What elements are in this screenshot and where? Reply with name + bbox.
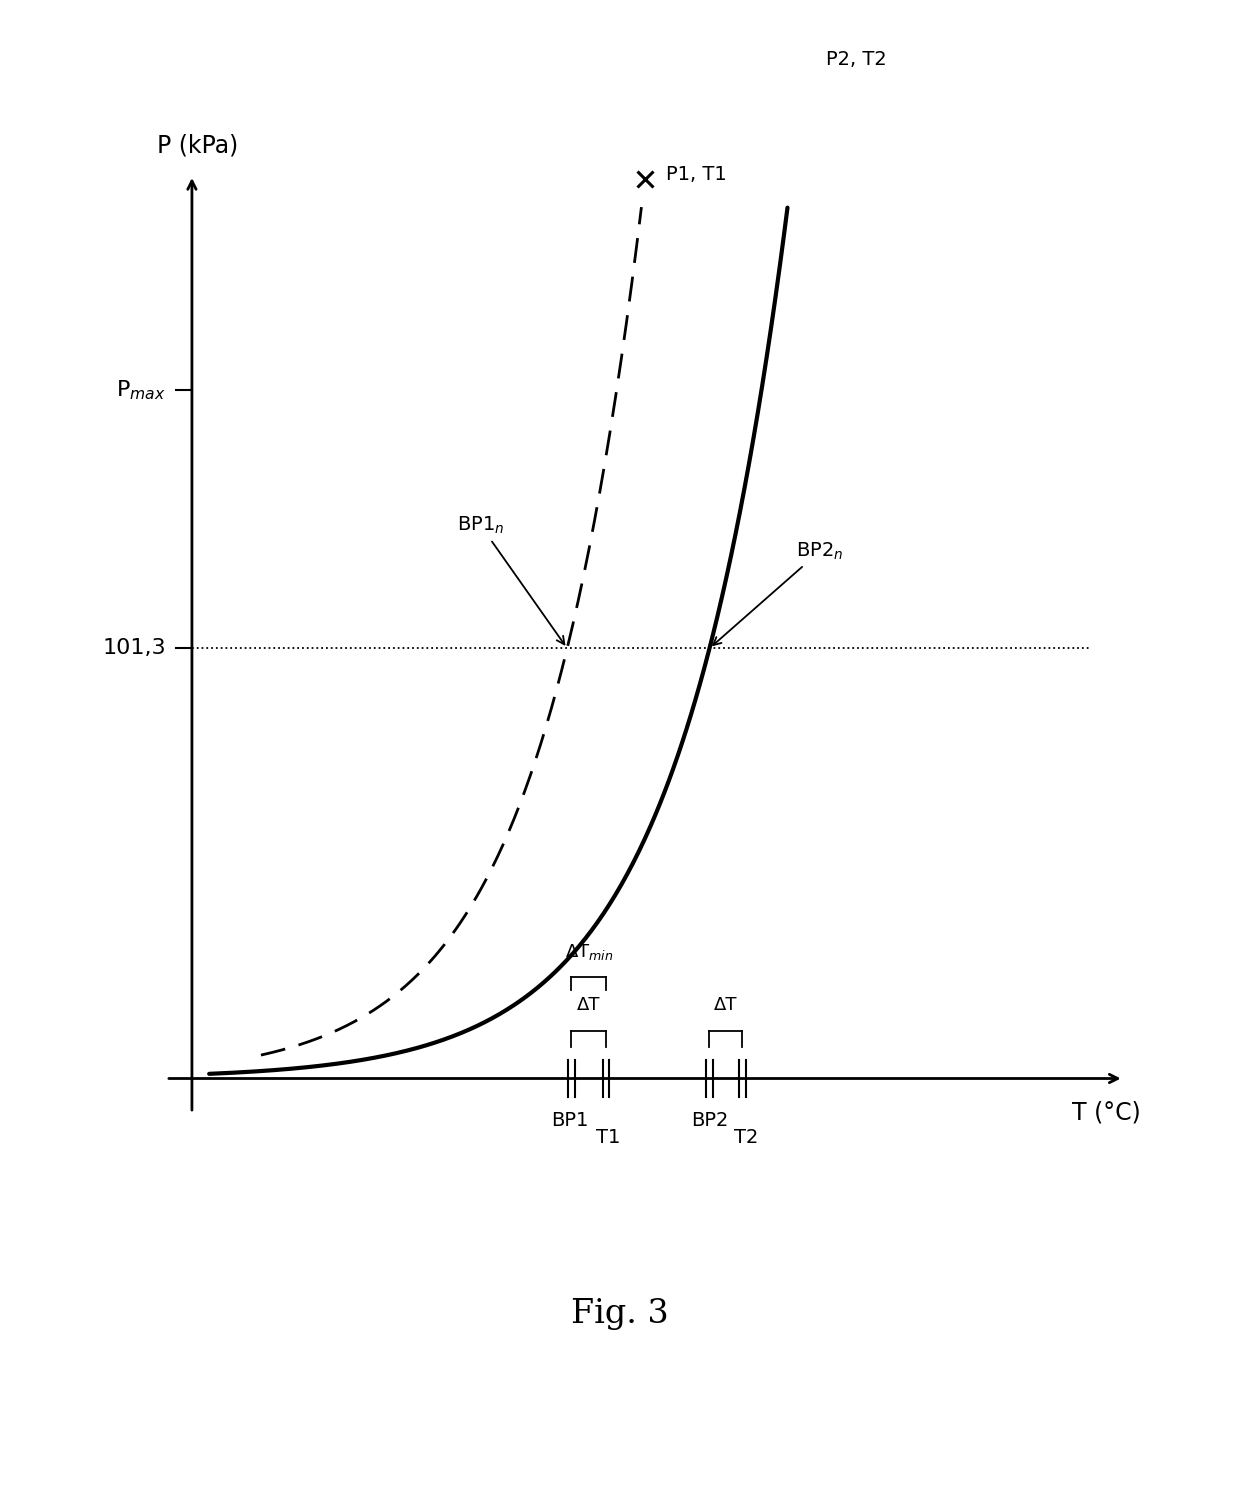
Text: BP2: BP2	[691, 1111, 728, 1130]
Text: BP1$_n$: BP1$_n$	[458, 515, 564, 645]
Text: P1, T1: P1, T1	[666, 164, 727, 184]
Text: ΔT: ΔT	[714, 996, 738, 1014]
Text: BP2$_n$: BP2$_n$	[713, 540, 843, 645]
Text: P (kPa): P (kPa)	[157, 134, 238, 158]
Text: T (°C): T (°C)	[1073, 1100, 1141, 1124]
Text: ΔT: ΔT	[577, 996, 600, 1014]
Text: 101,3: 101,3	[103, 639, 166, 658]
Text: Fig. 3: Fig. 3	[572, 1297, 668, 1330]
Text: T2: T2	[734, 1129, 759, 1148]
Text: T1: T1	[595, 1129, 620, 1148]
Text: P$_{max}$: P$_{max}$	[117, 378, 166, 402]
Text: ΔT$_{min}$: ΔT$_{min}$	[564, 942, 613, 963]
Text: BP1: BP1	[551, 1111, 589, 1130]
Text: P2, T2: P2, T2	[826, 51, 887, 69]
